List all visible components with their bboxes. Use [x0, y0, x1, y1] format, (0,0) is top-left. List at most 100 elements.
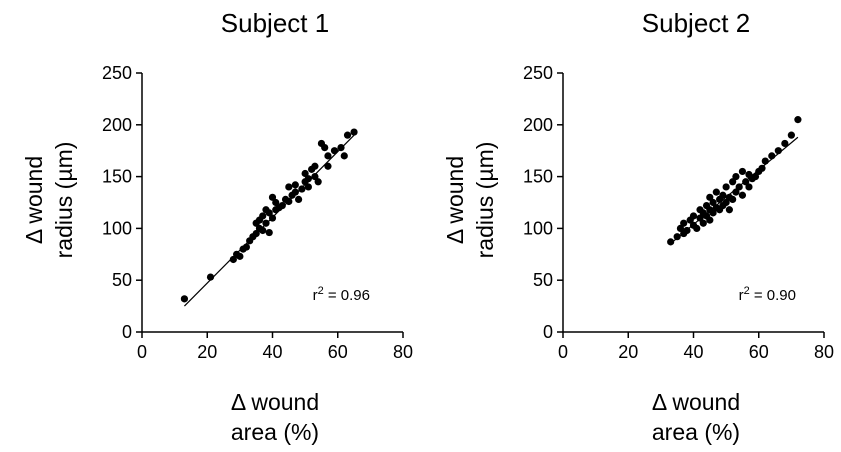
r-squared-superscript: 2 [744, 285, 750, 297]
r-squared-annotation: r2 = 0.90 [739, 285, 796, 304]
data-point [738, 191, 747, 199]
data-point [774, 147, 782, 155]
data-point [343, 131, 352, 139]
data-point [229, 255, 237, 264]
r-squared-prefix: r [739, 287, 744, 304]
data-point [311, 173, 319, 181]
data-point [729, 195, 737, 203]
data-point [689, 212, 698, 220]
y-axis-label-line2: radius (µm) [472, 142, 498, 259]
y-tick-label: 100 [523, 218, 553, 238]
data-point [732, 173, 740, 181]
data-point [291, 188, 299, 196]
data-point [787, 131, 795, 139]
data-point [259, 226, 267, 235]
data-point [298, 185, 306, 193]
chart-title: Subject 2 [642, 8, 750, 38]
panel-subject-1: Subject 1 Δ wound area (%) Δ wound radiu… [0, 0, 420, 447]
data-point [696, 214, 704, 222]
data-point [699, 219, 707, 227]
y-axis-label-line1: Δ wound [21, 156, 47, 244]
data-point [252, 229, 260, 238]
data-point [706, 216, 714, 224]
data-point [268, 193, 277, 201]
y-axis-label-line1: Δ wound [442, 156, 468, 244]
y-tick-label: 0 [122, 322, 132, 342]
x-tick-label: 40 [683, 342, 703, 362]
data-point [236, 252, 244, 260]
x-tick-label: 60 [749, 342, 769, 362]
r-squared-value: = 0.90 [750, 287, 796, 304]
x-tick-label: 20 [197, 342, 217, 362]
data-point [673, 233, 681, 241]
data-point [680, 219, 688, 227]
x-axis-label-line2: area (%) [652, 419, 740, 445]
x-tick-label: 80 [814, 342, 834, 362]
y-tick-label: 100 [102, 218, 132, 238]
data-point [722, 198, 730, 207]
x-tick-label: 0 [137, 342, 147, 362]
data-point [304, 175, 312, 183]
data-point [725, 206, 733, 214]
data-point [285, 197, 293, 206]
data-point [259, 212, 267, 220]
data-point [768, 152, 776, 160]
scatter-chart-subject-2: Subject 2 Δ wound area (%) Δ wound radiu… [442, 8, 834, 445]
data-point [709, 198, 717, 207]
data-point [693, 224, 701, 232]
data-point [324, 162, 332, 170]
data-point [278, 202, 286, 210]
data-point [709, 209, 717, 217]
data-point [350, 128, 358, 136]
y-tick-label: 250 [523, 63, 553, 83]
data-point [719, 191, 727, 199]
data-point [291, 181, 299, 189]
y-tick-label: 150 [102, 167, 132, 187]
data-point [732, 188, 740, 196]
data-point [745, 183, 753, 191]
panel-subject-2: Subject 2 Δ wound area (%) Δ wound radiu… [421, 0, 841, 447]
x-tick-label: 0 [558, 342, 568, 362]
data-point [272, 198, 280, 207]
r-squared-annotation: r2 = 0.96 [313, 285, 370, 304]
data-point [667, 238, 675, 246]
x-tick-label: 40 [262, 342, 282, 362]
data-point [330, 147, 339, 155]
r-squared-prefix: r [313, 287, 318, 304]
r-squared-value: = 0.96 [324, 287, 370, 304]
data-point [265, 209, 273, 217]
data-point [761, 157, 769, 165]
data-point [301, 169, 309, 178]
data-point [340, 152, 348, 160]
data-point [683, 226, 691, 235]
data-point [781, 139, 789, 148]
data-point [268, 214, 277, 222]
y-tick-label: 150 [523, 167, 553, 187]
x-axis-label-line1: Δ wound [231, 389, 319, 415]
y-tick-label: 200 [102, 115, 132, 135]
x-tick-label: 80 [393, 342, 413, 362]
data-point [285, 183, 293, 191]
data-point [738, 167, 747, 176]
scatter-chart-subject-1: Subject 1 Δ wound area (%) Δ wound radiu… [21, 8, 413, 445]
y-tick-label: 250 [102, 63, 132, 83]
data-point [729, 178, 737, 186]
x-axis-label-line1: Δ wound [652, 389, 740, 415]
data-point [712, 188, 720, 196]
y-tick-label: 200 [523, 115, 553, 135]
y-tick-label: 50 [533, 270, 553, 290]
y-tick-label: 50 [112, 270, 132, 290]
data-point [706, 193, 714, 201]
data-point [206, 273, 215, 281]
x-axis-label-line2: area (%) [231, 419, 319, 445]
data-point [324, 152, 332, 160]
data-point [311, 162, 319, 170]
data-point [295, 195, 303, 203]
data-point [304, 183, 312, 191]
data-point [676, 224, 685, 232]
data-point [262, 219, 270, 227]
data-point [180, 295, 189, 303]
data-point [742, 178, 750, 186]
data-point [794, 116, 802, 124]
